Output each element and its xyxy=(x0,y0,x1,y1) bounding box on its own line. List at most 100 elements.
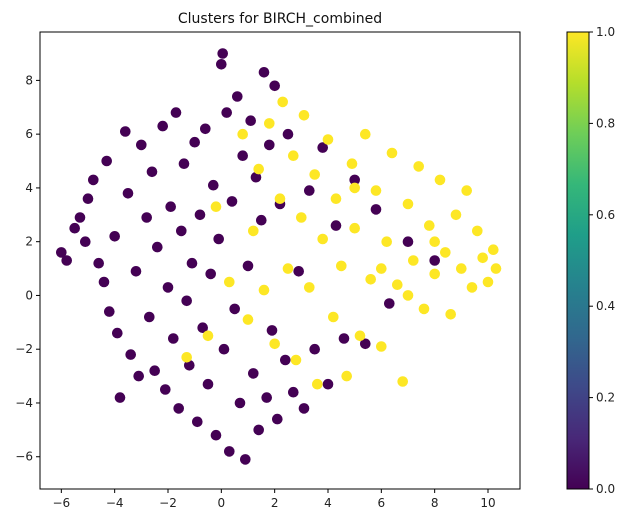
cluster-0-point xyxy=(269,80,281,92)
cluster-1-point xyxy=(181,352,192,363)
cluster-1-point xyxy=(336,260,347,272)
x-tick-label: 10 xyxy=(480,496,495,510)
cluster-0-point xyxy=(178,158,190,169)
cluster-0-point xyxy=(272,413,283,425)
cluster-0-point xyxy=(266,325,278,336)
cluster-1-point xyxy=(418,303,430,315)
cluster-0-point xyxy=(69,222,80,234)
cluster-0-point xyxy=(74,212,86,223)
plot-frame xyxy=(39,31,521,490)
x-axis: −6 −4 −2 0 2 4 6 8 10 xyxy=(52,489,496,510)
colorbar-tick-label: 0.6 xyxy=(596,208,615,222)
cluster-0-point xyxy=(317,142,329,153)
scatter-points xyxy=(56,48,502,465)
x-tick-label: −2 xyxy=(159,496,177,510)
cluster-1-point xyxy=(466,282,478,293)
cluster-0-point xyxy=(181,295,192,307)
y-axis: −6 −4 −2 0 2 4 6 8 xyxy=(15,73,40,464)
cluster-0-point xyxy=(173,403,184,414)
cluster-1-point xyxy=(482,276,494,288)
cluster-0-point xyxy=(184,360,195,371)
cluster-0-point xyxy=(322,378,334,390)
cluster-1-point xyxy=(429,268,441,280)
cluster-0-point xyxy=(208,179,219,191)
cluster-0-point xyxy=(186,257,198,269)
y-tick-label: −4 xyxy=(15,396,33,410)
cluster-1-point xyxy=(290,354,302,366)
cluster-1-point xyxy=(341,370,353,382)
y-tick-label: 6 xyxy=(25,127,33,141)
cluster-0-point xyxy=(125,349,136,360)
cluster-0-point xyxy=(146,166,158,178)
cluster-0-point xyxy=(205,268,216,280)
y-tick-label: −2 xyxy=(15,342,33,356)
cluster-1-point xyxy=(408,255,419,266)
cluster-0-point xyxy=(250,171,262,183)
cluster-0-point xyxy=(245,115,256,126)
cluster-0-point xyxy=(216,59,227,70)
cluster-0-point xyxy=(120,126,131,137)
cluster-0-point xyxy=(114,392,126,403)
cluster-1-point xyxy=(450,209,462,221)
cluster-0-point xyxy=(168,333,179,344)
cluster-1-point xyxy=(312,378,323,390)
cluster-1-point xyxy=(242,314,254,325)
cluster-1-point xyxy=(277,96,289,108)
cluster-0-point xyxy=(130,266,142,277)
cluster-1-point xyxy=(477,252,489,264)
x-tick-label: −4 xyxy=(106,496,124,510)
cluster-1-point xyxy=(392,279,403,291)
y-tick-label: 4 xyxy=(25,181,33,195)
colorbar-axis: 0.0 0.2 0.4 0.6 0.8 1.0 xyxy=(589,25,615,496)
cluster-1-point xyxy=(269,338,281,350)
cluster-0-point xyxy=(165,201,176,212)
cluster-1-point xyxy=(402,290,414,301)
cluster-1-point xyxy=(349,222,361,234)
cluster-0-point xyxy=(402,236,414,247)
cluster-0-point xyxy=(304,185,315,196)
cluster-1-point xyxy=(386,147,398,159)
cluster-0-point xyxy=(221,107,232,118)
cluster-1-point xyxy=(296,212,307,223)
x-tick-label: 0 xyxy=(218,496,226,510)
cluster-0-point xyxy=(261,392,273,403)
cluster-1-point xyxy=(370,185,382,196)
cluster-0-point xyxy=(234,397,246,409)
cluster-0-point xyxy=(200,123,211,135)
cluster-0-point xyxy=(293,266,305,277)
cluster-0-point xyxy=(248,368,259,379)
cluster-0-point xyxy=(109,231,120,242)
cluster-1-point xyxy=(397,376,409,387)
cluster-0-point xyxy=(141,212,152,223)
cluster-0-point xyxy=(253,424,264,436)
cluster-0-point xyxy=(282,128,294,140)
cluster-1-point xyxy=(376,263,387,274)
cluster-0-point xyxy=(197,322,208,334)
cluster-1-point xyxy=(360,128,371,140)
cluster-1-point xyxy=(456,263,467,274)
cluster-1-point xyxy=(282,263,294,274)
cluster-1-point xyxy=(349,182,361,194)
cluster-1-point xyxy=(472,225,483,237)
colorbar-tick-label: 0.0 xyxy=(596,482,615,496)
x-tick-label: −6 xyxy=(52,496,70,510)
colorbar-tick-label: 0.8 xyxy=(596,116,615,130)
cluster-1-point xyxy=(354,330,366,342)
x-tick-label: 8 xyxy=(431,496,439,510)
cluster-0-point xyxy=(176,225,187,237)
cluster-0-point xyxy=(189,136,200,148)
cluster-0-point xyxy=(122,188,134,199)
cluster-0-point xyxy=(56,247,67,258)
cluster-1-point xyxy=(253,163,264,175)
cluster-0-point xyxy=(149,365,160,377)
cluster-0-point xyxy=(258,67,270,78)
x-tick-label: 4 xyxy=(324,496,332,510)
cluster-0-point xyxy=(104,306,115,317)
cluster-1-point xyxy=(365,274,377,285)
cluster-0-point xyxy=(217,48,228,59)
cluster-0-point xyxy=(370,204,382,215)
chart-title: Clusters for BIRCH_combined xyxy=(178,11,382,27)
cluster-0-point xyxy=(429,255,441,266)
cluster-1-point xyxy=(413,161,425,172)
